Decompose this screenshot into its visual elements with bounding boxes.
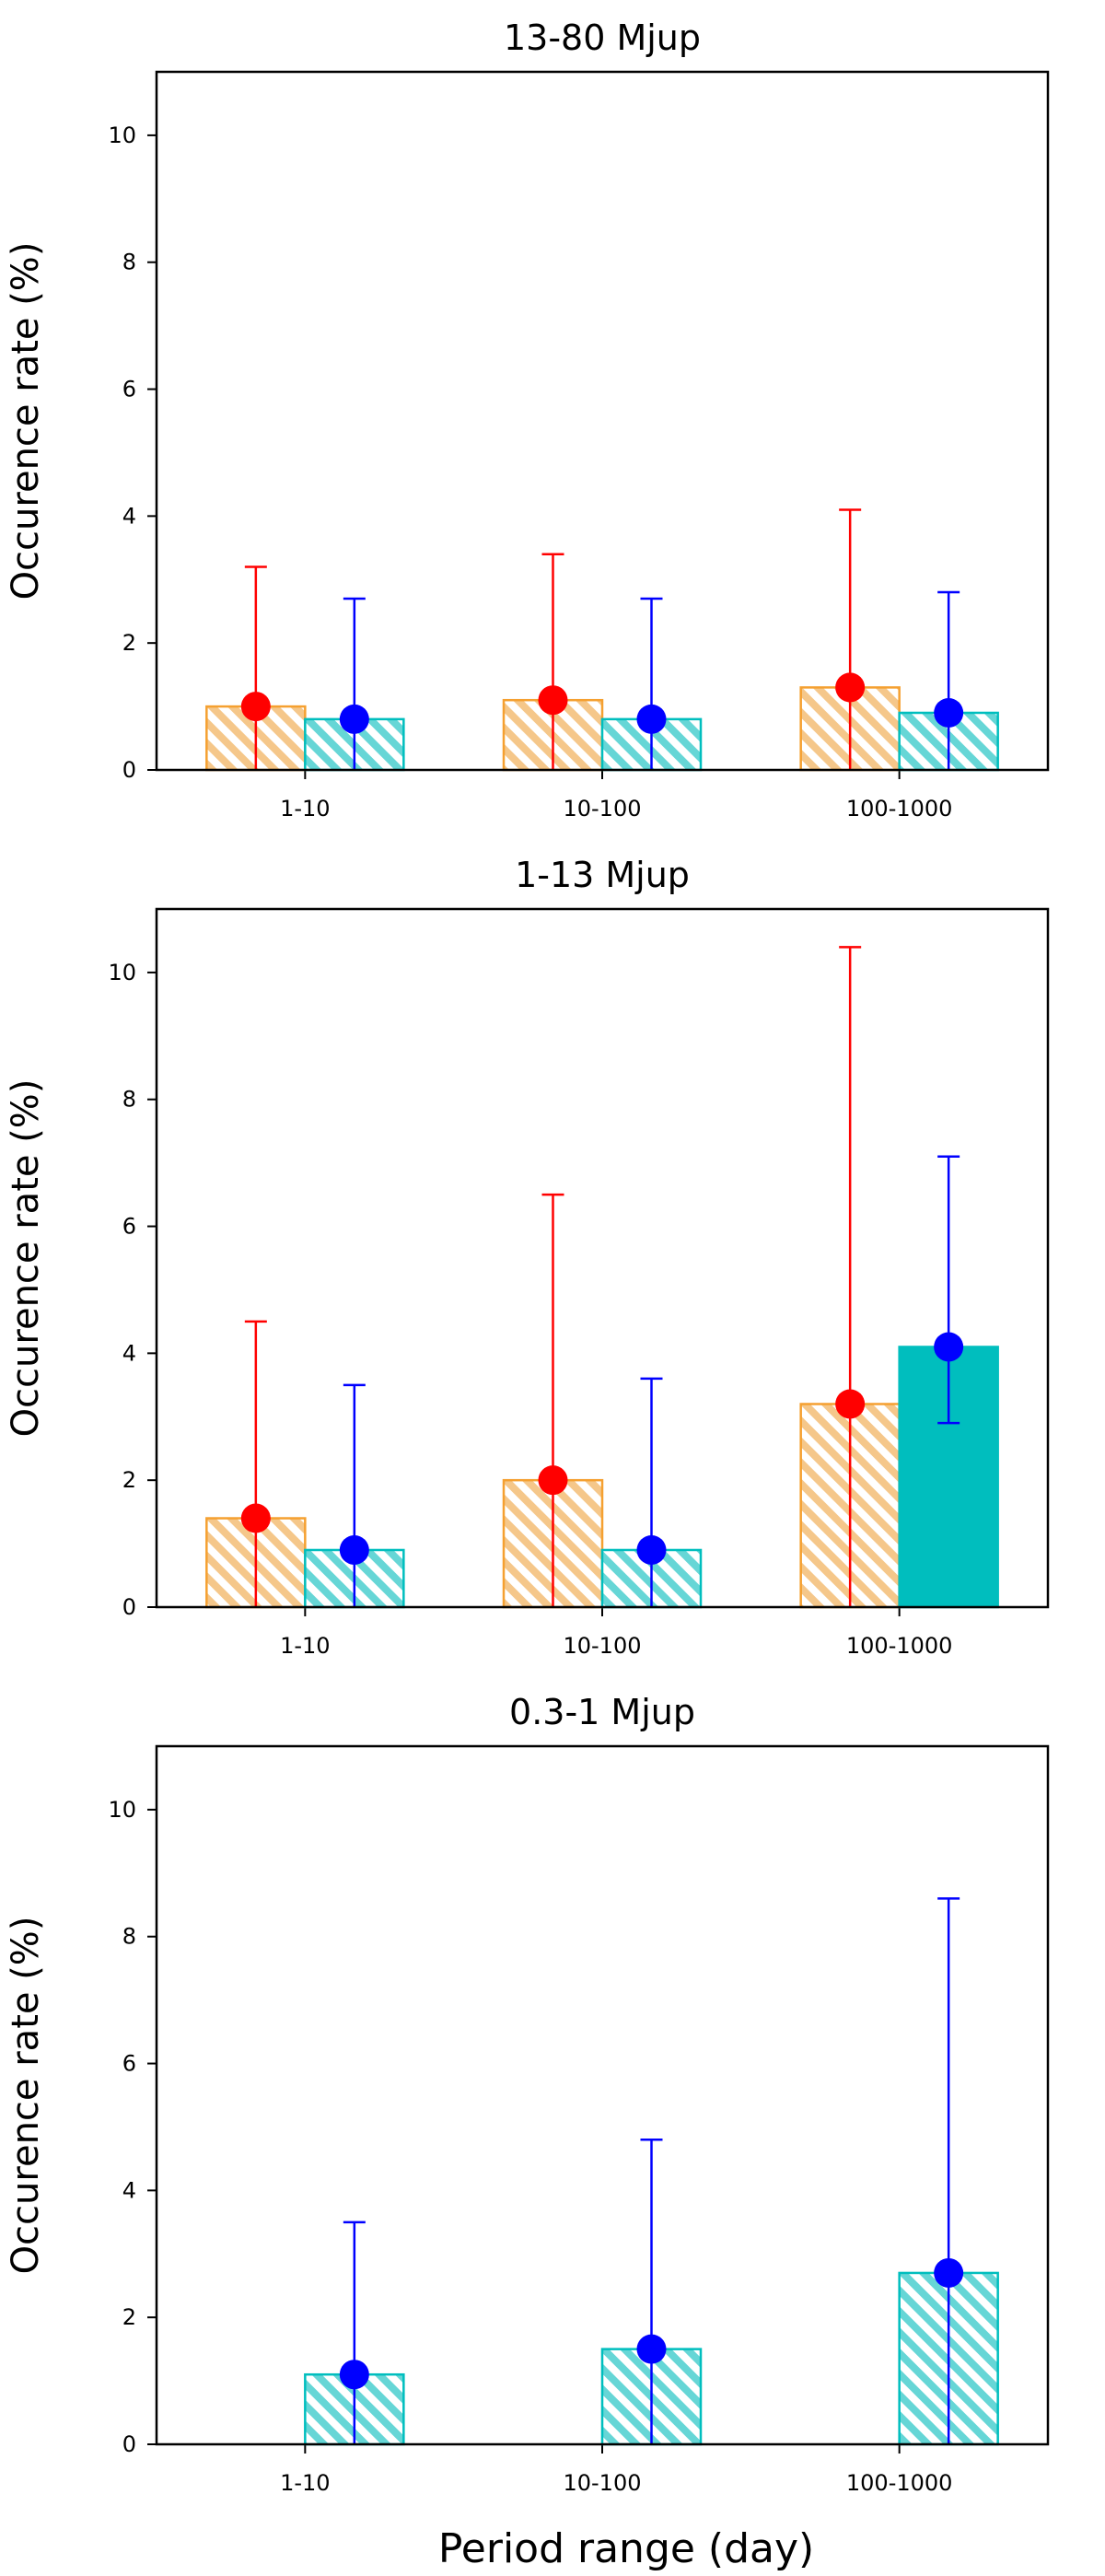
plot-frame bbox=[155, 70, 1050, 772]
data-point bbox=[934, 1332, 964, 1362]
y-tick-label: 4 bbox=[122, 2177, 136, 2203]
y-tick-label: 4 bbox=[122, 1340, 136, 1366]
data-point bbox=[636, 1534, 667, 1565]
data-point bbox=[339, 2360, 369, 2390]
y-tick-label: 0 bbox=[122, 1594, 136, 1620]
chart-panel-3: 0.3-1 Mjup Occurence rate (%) 0 2 4 6 8 10 1-10 1… bbox=[5, 1692, 1050, 2496]
data-point bbox=[835, 1389, 866, 1419]
x-tick-label: 100-1000 bbox=[846, 1633, 953, 1659]
chart-panel-2: 1-13 Mjup Occurence rate (%) 0 2 4 6 8 10 1-10 10… bbox=[5, 855, 1050, 1659]
data-point bbox=[538, 685, 568, 716]
data-point bbox=[636, 704, 667, 734]
y-tick-label: 8 bbox=[122, 1924, 136, 1950]
x-tick-label: 1-10 bbox=[280, 1633, 330, 1659]
x-tick-label: 100-1000 bbox=[846, 796, 953, 822]
x-tick-label: 10-100 bbox=[563, 1633, 641, 1659]
plot-frame bbox=[155, 907, 1050, 1609]
figure-xlabel: Period range (day) bbox=[438, 2525, 814, 2572]
data-point bbox=[240, 1503, 271, 1533]
plot-frame bbox=[155, 1744, 1050, 2446]
y-axis-label: Occurence rate (%) bbox=[5, 242, 47, 600]
data-point bbox=[339, 1534, 369, 1565]
y-tick-label: 10 bbox=[108, 960, 136, 985]
y-tick-label: 2 bbox=[122, 2304, 136, 2330]
data-point bbox=[339, 704, 369, 734]
y-tick-label: 8 bbox=[122, 250, 136, 275]
y-tick-label: 0 bbox=[122, 757, 136, 783]
x-tick-label: 10-100 bbox=[563, 796, 641, 822]
chart-panel-1: 13-80 Mjup Occurence rate (%) 0 2 4 6 8 10 1-10 1… bbox=[5, 17, 1050, 822]
y-tick-label: 6 bbox=[122, 1214, 136, 1240]
x-tick-label: 100-1000 bbox=[846, 2470, 953, 2496]
y-tick-label: 0 bbox=[122, 2431, 136, 2457]
y-tick-label: 4 bbox=[122, 503, 136, 529]
data-point bbox=[835, 672, 866, 703]
x-tick-label: 10-100 bbox=[563, 2470, 641, 2496]
y-tick-label: 6 bbox=[122, 2051, 136, 2077]
y-axis-label: Occurence rate (%) bbox=[5, 1079, 47, 1438]
x-tick-label: 1-10 bbox=[280, 2470, 330, 2496]
x-tick-label: 1-10 bbox=[280, 796, 330, 822]
panel-title: 0.3-1 Mjup bbox=[509, 1692, 695, 1732]
panel-title: 13-80 Mjup bbox=[504, 17, 701, 58]
data-point bbox=[934, 2257, 964, 2288]
data-point bbox=[934, 697, 964, 728]
panel-title: 1-13 Mjup bbox=[515, 855, 690, 895]
data-point bbox=[240, 692, 271, 722]
y-tick-label: 10 bbox=[108, 122, 136, 148]
y-tick-label: 2 bbox=[122, 630, 136, 656]
data-point bbox=[636, 2334, 667, 2364]
y-axis-label: Occurence rate (%) bbox=[5, 1917, 47, 2275]
y-tick-label: 2 bbox=[122, 1467, 136, 1493]
y-tick-label: 10 bbox=[108, 1797, 136, 1823]
y-tick-label: 8 bbox=[122, 1087, 136, 1113]
data-point bbox=[538, 1465, 568, 1496]
y-tick-label: 6 bbox=[122, 377, 136, 402]
